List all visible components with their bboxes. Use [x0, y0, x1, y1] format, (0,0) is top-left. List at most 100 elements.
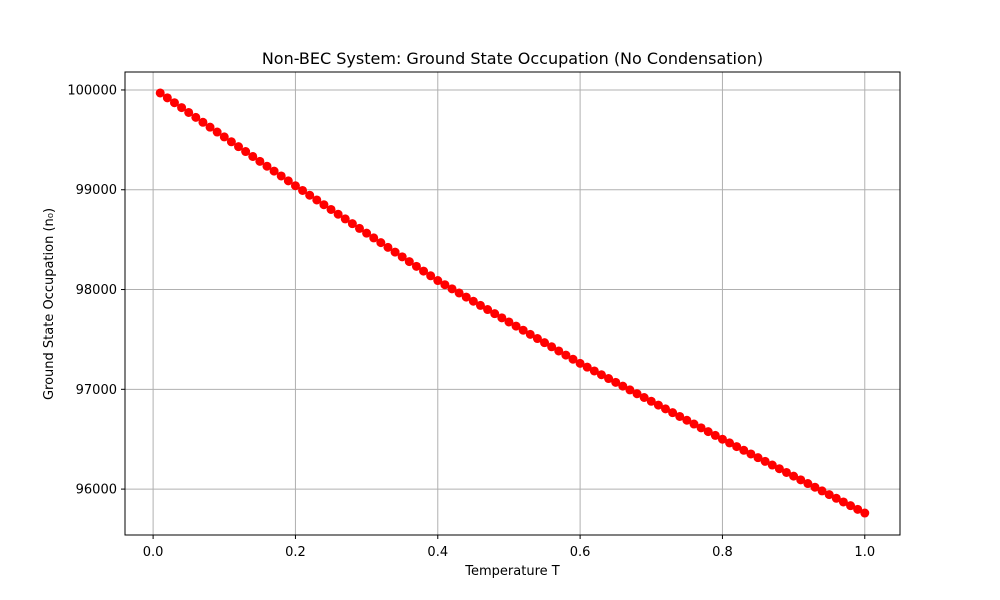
data-point — [810, 482, 820, 492]
data-point — [262, 161, 272, 171]
data-point — [746, 449, 756, 459]
data-point — [390, 247, 400, 257]
data-point — [632, 389, 642, 399]
data-point — [468, 296, 478, 306]
x-tick-label: 1.0 — [854, 545, 875, 560]
data-point — [198, 117, 208, 127]
x-tick-label: 0.8 — [712, 545, 733, 560]
data-point — [710, 430, 720, 440]
data-point — [241, 147, 251, 157]
data-point — [447, 284, 457, 294]
plot-area-frame — [124, 71, 901, 536]
data-point — [483, 305, 493, 315]
data-point — [461, 292, 471, 302]
data-point — [312, 195, 322, 205]
data-point — [326, 204, 336, 214]
data-point — [497, 313, 507, 323]
data-point — [383, 242, 393, 252]
data-point — [205, 122, 215, 132]
data-point — [717, 434, 727, 444]
data-point — [333, 209, 343, 219]
data-point — [340, 214, 350, 224]
data-point — [817, 486, 827, 496]
data-points — [155, 88, 870, 518]
y-tick-label: 99000 — [76, 183, 117, 198]
x-tick-label: 0.0 — [143, 545, 164, 560]
data-point — [547, 342, 557, 352]
data-point — [760, 456, 770, 466]
data-point — [753, 453, 763, 463]
data-point — [767, 460, 777, 470]
data-point — [732, 442, 742, 452]
data-point — [831, 493, 841, 503]
data-point — [668, 408, 678, 418]
data-point — [604, 374, 614, 384]
data-point — [596, 370, 606, 380]
data-point — [426, 271, 436, 281]
data-point — [433, 276, 443, 286]
data-point — [625, 385, 635, 395]
data-point — [283, 176, 293, 186]
data-point — [248, 151, 258, 161]
data-point — [404, 257, 414, 267]
data-point — [191, 112, 201, 122]
data-point — [212, 127, 222, 137]
data-point — [347, 219, 357, 229]
data-point — [397, 252, 407, 262]
y-tick-label: 100000 — [67, 83, 117, 98]
data-point — [362, 228, 372, 238]
data-point — [703, 427, 713, 437]
y-tick-label: 96000 — [76, 483, 117, 498]
data-point — [575, 358, 585, 368]
data-point — [739, 445, 749, 455]
data-point — [803, 479, 813, 489]
data-point — [653, 400, 663, 410]
data-point — [155, 88, 165, 98]
data-point — [454, 288, 464, 298]
data-point — [255, 156, 265, 166]
data-point — [354, 223, 364, 233]
x-tick-label: 0.4 — [427, 545, 448, 560]
data-point — [796, 475, 806, 485]
data-point — [518, 325, 528, 335]
data-point — [696, 423, 706, 433]
y-tick-label: 98000 — [76, 283, 117, 298]
data-point — [789, 471, 799, 481]
data-point — [846, 501, 856, 511]
data-point — [725, 438, 735, 448]
data-point — [162, 93, 172, 103]
data-point — [611, 377, 621, 387]
data-point — [177, 103, 187, 113]
data-point — [305, 190, 315, 200]
data-point — [781, 467, 791, 477]
data-point — [525, 329, 535, 339]
data-point — [540, 338, 550, 348]
x-axis-ticks: 0.0 0.2 0.4 0.6 0.8 1.0 — [143, 535, 875, 560]
data-point — [582, 362, 592, 372]
data-point — [369, 233, 379, 243]
data-point — [838, 497, 848, 507]
data-point — [234, 142, 244, 152]
data-point — [269, 166, 279, 176]
data-point — [589, 366, 599, 376]
y-tick-label: 97000 — [76, 383, 117, 398]
data-point — [376, 238, 386, 248]
data-point — [860, 508, 870, 518]
data-point — [298, 185, 308, 195]
data-point — [511, 321, 521, 331]
data-point — [226, 137, 236, 147]
data-point — [290, 181, 300, 191]
data-point — [490, 309, 500, 319]
chart-title: Non-BEC System: Ground State Occupation … — [262, 49, 763, 68]
data-point — [554, 346, 564, 356]
data-point — [184, 107, 194, 117]
data-point — [675, 411, 685, 421]
grid — [125, 72, 900, 535]
data-point — [639, 393, 649, 402]
data-point — [661, 404, 671, 414]
data-point — [853, 504, 863, 514]
data-point — [276, 171, 286, 181]
data-point — [774, 464, 784, 474]
x-axis-label: Temperature T — [464, 564, 559, 579]
